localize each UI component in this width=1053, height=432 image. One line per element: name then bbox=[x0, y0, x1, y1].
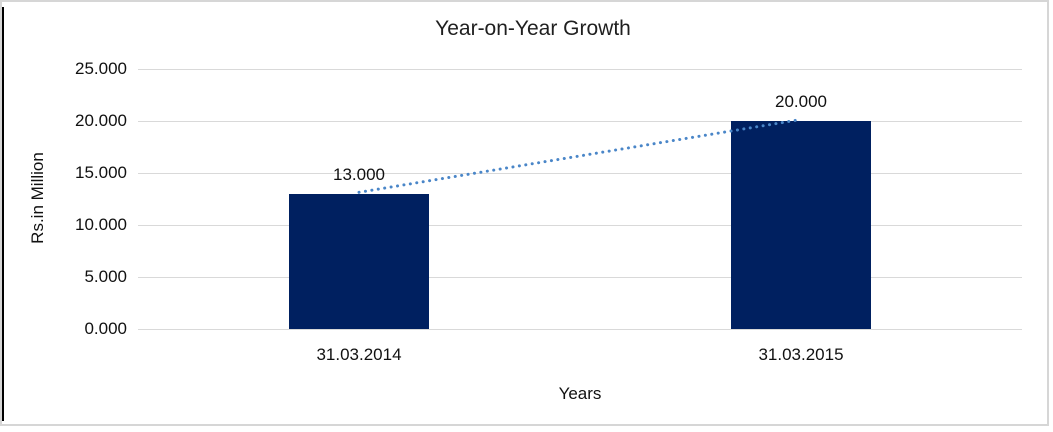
y-tick-label: 0.000 bbox=[84, 319, 127, 338]
gridline bbox=[138, 68, 1022, 70]
gridline bbox=[138, 172, 1022, 174]
x-tick-label: 31.03.2014 bbox=[316, 345, 402, 364]
y-tick-label: 10.000 bbox=[75, 215, 127, 234]
gridline bbox=[138, 120, 1022, 122]
bar bbox=[731, 121, 871, 329]
left-edge-accent-line bbox=[2, 7, 4, 421]
gridline bbox=[138, 224, 1022, 226]
chart-title: Year-on-Year Growth bbox=[435, 17, 631, 40]
y-tick-label: 20.000 bbox=[75, 111, 127, 130]
gridline bbox=[138, 276, 1022, 278]
y-tick-label: 5.000 bbox=[84, 267, 127, 286]
bar-value-label: 20.000 bbox=[775, 92, 827, 111]
bar-value-label: 13.000 bbox=[333, 164, 385, 184]
bar bbox=[289, 193, 429, 329]
x-axis-title: Years bbox=[558, 384, 602, 403]
x-axis-line bbox=[138, 328, 1022, 330]
x-tick-label: 31.03.2015 bbox=[758, 345, 844, 364]
y-tick-label: 25.000 bbox=[75, 59, 127, 78]
y-tick-label: 15.000 bbox=[75, 163, 127, 182]
